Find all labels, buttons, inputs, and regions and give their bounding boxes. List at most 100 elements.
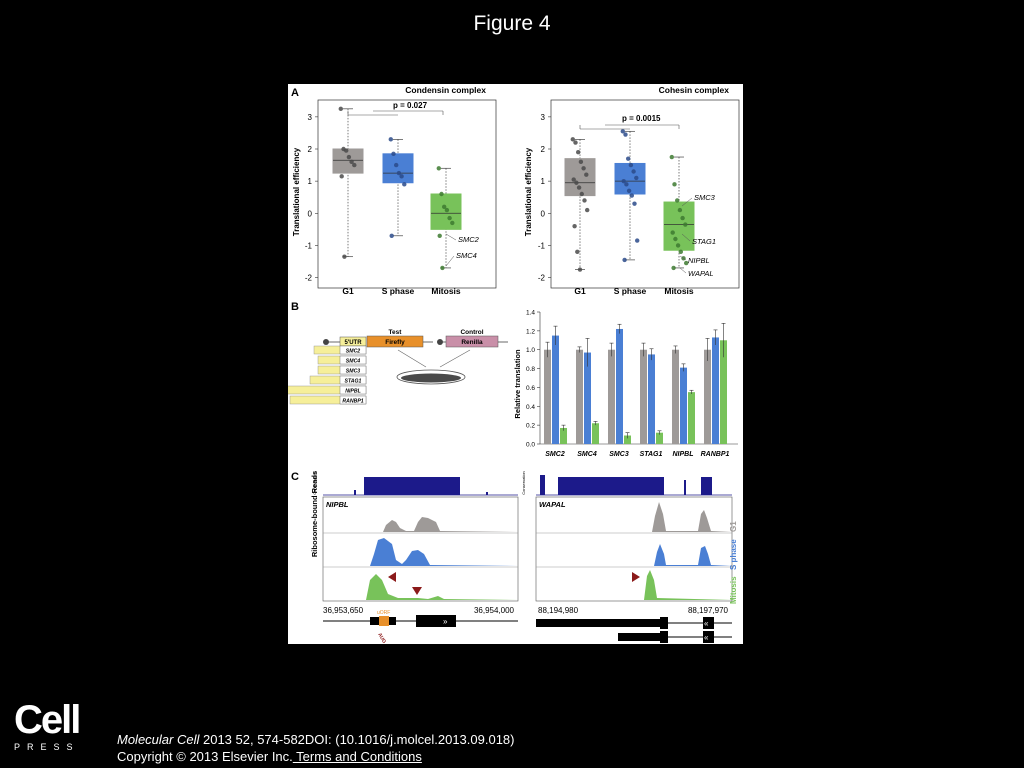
- bar-category-label: STAG1: [640, 451, 663, 458]
- utr-name-box: [339, 365, 367, 375]
- wapal-conservation-block-c: [701, 477, 712, 495]
- bar: [656, 432, 663, 444]
- data-point: [339, 174, 344, 179]
- data-point: [342, 254, 347, 259]
- nipbl-arrow-left-icon: [388, 572, 396, 582]
- nipbl-arrow-down-icon: [412, 587, 422, 595]
- data-point: [631, 169, 636, 174]
- bar-y-tick-label: 1.2: [526, 328, 535, 335]
- cohesin-title: Cohesin complex: [659, 85, 730, 95]
- panel-b-label: B: [291, 301, 299, 313]
- utr-name: NIPBL: [345, 389, 361, 395]
- bar-y-tick-label: 0.2: [526, 423, 535, 430]
- wapal-conservation-block-b: [558, 477, 664, 495]
- cohesin-group-g1: G1: [574, 286, 586, 296]
- logo-press-text: PRESS: [14, 742, 80, 752]
- annot-smc2: SMC2: [458, 235, 480, 244]
- citation-copyright: Copyright © 2013 Elsevier Inc.: [117, 749, 293, 764]
- test-label: Test: [389, 329, 403, 336]
- data-point: [576, 185, 582, 190]
- terms-link[interactable]: Terms and Conditions: [292, 749, 422, 764]
- data-point: [352, 162, 357, 168]
- bar: [560, 427, 567, 444]
- annot-nipbl: NIPBL: [688, 256, 710, 265]
- annot-smc3-line: [681, 197, 693, 207]
- data-point: [683, 222, 688, 227]
- utr-name: RANBP1: [342, 399, 363, 405]
- phase-label-s: S phase: [729, 539, 738, 570]
- relative-translation-chart: Relative translation 0.0 0.2 0.4 0.6 0.8 1.0 1…: [513, 310, 738, 458]
- phase-label-g1: G1: [729, 521, 738, 532]
- nipbl-aug-label: AUG: [376, 632, 387, 644]
- bar: [616, 328, 623, 444]
- condensin-group-s: S phase: [382, 286, 415, 296]
- wapal-gene-label: WAPAL: [539, 500, 566, 509]
- condensin-ylabel: Translational efficiency: [292, 147, 301, 236]
- data-point: [344, 148, 349, 153]
- utr-name: SMC2: [346, 349, 361, 355]
- y-tick-label: 1: [308, 177, 313, 186]
- data-point: [670, 230, 675, 235]
- data-point: [396, 170, 402, 176]
- data-point: [628, 162, 634, 168]
- wapal-strand-chevrons-icon: «: [704, 619, 709, 628]
- data-point: [620, 129, 625, 134]
- nipbl-g1-track: [323, 517, 518, 532]
- data-point: [440, 265, 445, 271]
- citation-ref: 2013 52, 574-582DOI: (10.1016/j.molcel.2…: [199, 732, 515, 747]
- data-point: [388, 137, 393, 142]
- bar-y-tick-label: 1.4: [526, 310, 535, 317]
- citation: Molecular Cell 2013 52, 574-582DOI: (10.…: [117, 731, 514, 765]
- dish-cells: [401, 373, 461, 383]
- bar-ylabel: Relative translation: [513, 349, 522, 419]
- control-label: Control: [460, 329, 483, 336]
- data-point: [570, 137, 575, 142]
- utr-name-box: [339, 395, 367, 405]
- condensin-pvalue: p = 0.027: [393, 101, 428, 110]
- bar: [712, 337, 719, 444]
- citation-line-2: Copyright © 2013 Elsevier Inc. Terms and…: [117, 748, 514, 765]
- box: [663, 201, 695, 251]
- annot-stag1-line: [681, 233, 691, 242]
- data-point: [574, 180, 579, 185]
- data-point: [623, 132, 628, 137]
- data-point: [338, 106, 343, 112]
- data-point: [672, 182, 677, 187]
- cap-icon-control: [437, 339, 443, 345]
- data-point: [391, 151, 396, 157]
- firefly-label: Firefly: [385, 339, 405, 346]
- data-point: [626, 188, 632, 193]
- data-point: [677, 207, 683, 213]
- data-point: [626, 156, 631, 161]
- y-tick-label: 3: [308, 113, 313, 122]
- bar-category-label: RANBP1: [701, 451, 730, 458]
- y-tick-label: 0: [541, 209, 546, 218]
- data-point: [624, 182, 629, 187]
- y-tick-label: -2: [305, 274, 313, 283]
- data-point: [582, 198, 587, 203]
- condensin-group-m: Mitosis: [431, 286, 461, 296]
- bar: [584, 352, 591, 444]
- nipbl-conservation-spike: [354, 490, 356, 495]
- data-point: [572, 223, 577, 229]
- bar-y-tick-label: 0.6: [526, 385, 535, 392]
- utr-name: SMC4: [346, 359, 361, 365]
- bar-y-tick-label: 0.4: [526, 404, 535, 411]
- utr-name: STAG1: [345, 379, 362, 385]
- data-point: [635, 238, 640, 243]
- data-point: [584, 172, 589, 177]
- nipbl-conservation-block: [364, 477, 460, 495]
- phase-label-m: Mitosis: [729, 576, 738, 604]
- data-point: [447, 215, 452, 221]
- nipbl-coord-left: 36,953,650: [323, 606, 364, 615]
- arrow-test: [397, 349, 427, 368]
- wapal-exon-1a: [536, 619, 666, 627]
- bar: [720, 340, 727, 444]
- nipbl-uorf-label: uORF: [377, 610, 390, 616]
- utr-name-box: [339, 385, 367, 395]
- data-point: [622, 257, 627, 263]
- nipbl-coord-right: 36,954,000: [474, 606, 515, 615]
- nipbl-strand-chevrons-icon: »: [443, 617, 448, 626]
- data-point: [444, 207, 450, 213]
- wapal-s-track: [536, 544, 732, 566]
